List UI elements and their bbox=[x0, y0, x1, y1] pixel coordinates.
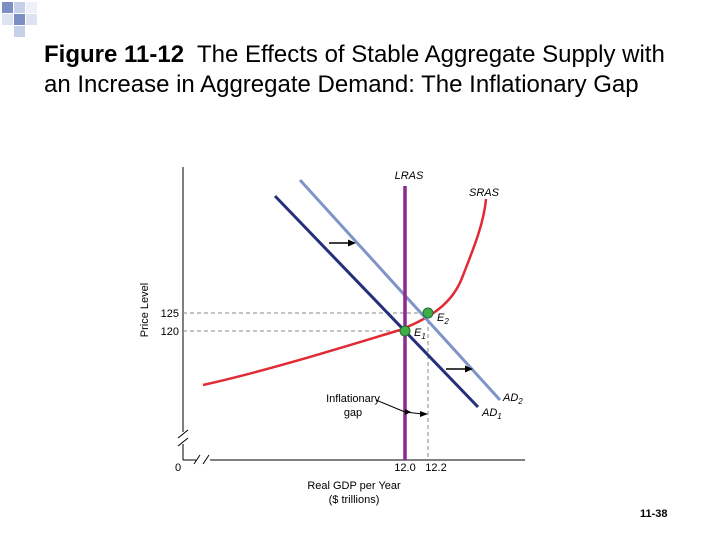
x-axis-label-line2: ($ trillions) bbox=[329, 494, 380, 506]
ad2-label: AD2 bbox=[502, 392, 523, 406]
ad1-curve bbox=[273, 194, 480, 409]
inflationary-gap-pointer bbox=[375, 399, 428, 417]
ad1-label: AD1 bbox=[481, 407, 502, 421]
x-axis-label-line1: Real GDP per Year bbox=[307, 480, 401, 492]
figure-caption: The Effects of Stable Aggregate Supply w… bbox=[44, 41, 665, 98]
equilibrium-point-e2 bbox=[422, 307, 434, 319]
inflationary-gap-label-line2: gap bbox=[344, 407, 362, 419]
x-tick-12-2: 12.2 bbox=[425, 462, 446, 474]
x-axis-break-mark-1 bbox=[193, 454, 201, 465]
lras-label: LRAS bbox=[395, 170, 424, 182]
y-axis-break-mark-1 bbox=[177, 429, 189, 439]
sras-curve bbox=[202, 198, 488, 387]
figure-number: Figure 11-12 bbox=[44, 41, 185, 68]
ad2-curve bbox=[298, 178, 502, 402]
y-axis-break-mark-2 bbox=[177, 437, 189, 447]
shift-arrow-upper bbox=[329, 239, 356, 247]
x-tick-12-0: 12.0 bbox=[394, 462, 415, 474]
y-axis-label: Price Level bbox=[139, 283, 151, 337]
x-axis-break-mark-2 bbox=[202, 454, 210, 465]
shift-arrow-lower bbox=[446, 365, 473, 373]
slide-title: Figure 11-12 The Effects of Stable Aggre… bbox=[44, 40, 684, 100]
slide-number: 11-38 bbox=[640, 508, 668, 520]
y-tick-120: 120 bbox=[161, 326, 179, 338]
e1-label: E1 bbox=[414, 327, 426, 341]
e2-label: E2 bbox=[437, 312, 449, 326]
equilibrium-point-e1 bbox=[399, 325, 411, 337]
decorative-corner-squares bbox=[0, 0, 60, 45]
inflationary-gap-label-line1: Inflationary bbox=[326, 393, 380, 405]
origin-label: 0 bbox=[175, 462, 181, 474]
sras-label: SRAS bbox=[469, 187, 500, 199]
y-tick-125: 125 bbox=[161, 308, 179, 320]
